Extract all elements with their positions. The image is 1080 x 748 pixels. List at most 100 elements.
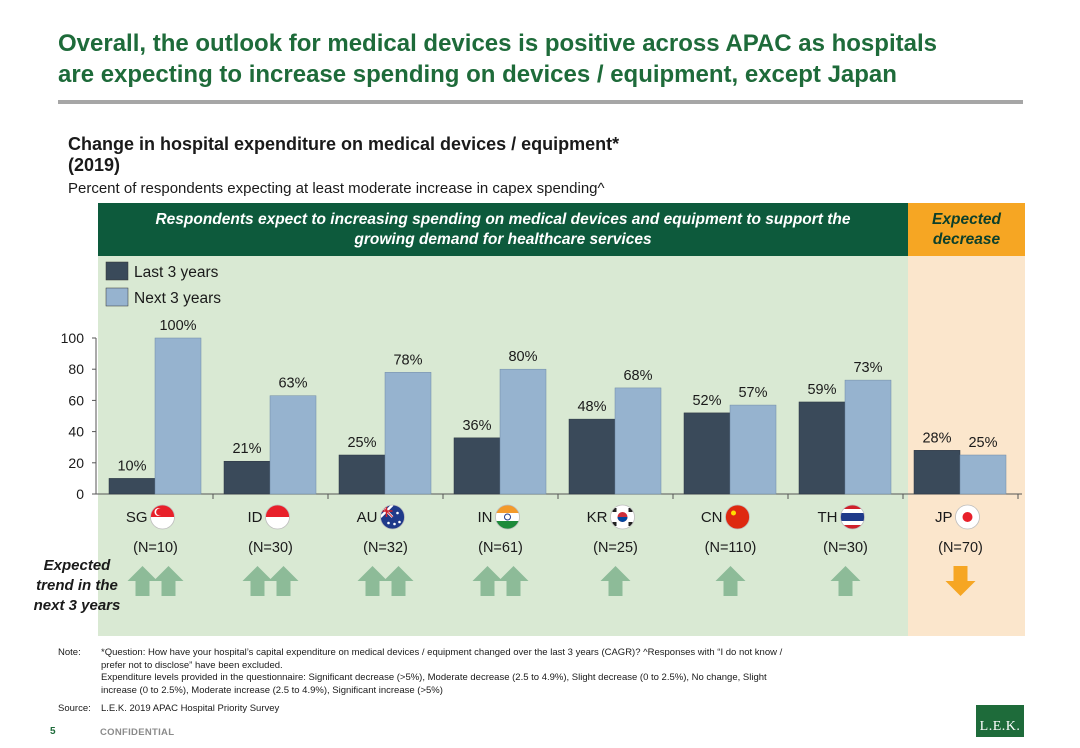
sample-size-label: (N=10) (133, 540, 178, 556)
note-line: *Question: How have your hospital’s capi… (101, 647, 783, 658)
up-arrow-icon (153, 566, 184, 596)
slide-headline: Overall, the outlook for medical devices… (58, 28, 1018, 90)
australia-flag-icon (380, 504, 405, 530)
decrease-banner-line-1: Expected (932, 210, 1001, 228)
note-text: *Question: How have your hospital’s capi… (101, 647, 951, 697)
up-arrow-icon (830, 566, 861, 596)
bar-next-3-years (499, 368, 547, 495)
up-arrow-icon (498, 566, 529, 596)
bar-last-3-years (568, 418, 616, 495)
note-line: increase (0 to 2.5%), Moderate increase … (101, 684, 443, 696)
chart-title-line-1: Change in hospital expenditure on medica… (68, 134, 620, 154)
data-label-next: 57% (738, 385, 767, 401)
note-line: prefer not to disclose” have been exclud… (101, 659, 283, 671)
headline-line-2: are expecting to increase spending on de… (58, 61, 897, 88)
south-korea-flag-icon (610, 504, 635, 530)
trend-label-line-3: next 3 years (33, 597, 121, 614)
data-label-next: 80% (508, 349, 537, 365)
y-tick-label: 20 (68, 455, 84, 471)
legend-label: Next 3 years (134, 290, 221, 307)
legend-label: Last 3 years (134, 264, 219, 281)
up-arrow-icon (127, 566, 158, 596)
note-label: Note: (58, 647, 81, 658)
category-label: KR (587, 509, 608, 526)
down-arrow-icon (945, 566, 976, 596)
decrease-banner: Expected decrease (908, 203, 1025, 256)
y-tick-label: 100 (61, 330, 85, 346)
data-label-next: 100% (159, 318, 196, 334)
india-flag-icon (495, 504, 520, 530)
bar-last-3-years (108, 478, 156, 495)
japan-flag-icon (955, 504, 980, 530)
increase-banner-line-2: growing demand for healthcare services (354, 230, 652, 248)
up-arrow-icon (357, 566, 388, 596)
bar-next-3-years (614, 387, 662, 495)
category-label: CN (701, 509, 723, 526)
data-label-last: 36% (462, 418, 491, 434)
sample-size-label: (N=61) (478, 540, 523, 556)
confidential-label: CONFIDENTIAL (100, 727, 175, 738)
page-number: 5 (50, 726, 56, 737)
chart-title-line-2: (2019) (68, 155, 121, 175)
data-label-next: 25% (968, 435, 997, 451)
bar-last-3-years (913, 450, 961, 495)
indonesia-flag-icon (265, 504, 290, 530)
category-label: TH (818, 509, 838, 526)
data-label-last: 21% (232, 441, 261, 457)
sample-size-label: (N=70) (938, 540, 983, 556)
category-label: SG (126, 509, 148, 526)
sample-size-label: (N=32) (363, 540, 408, 556)
data-label-next: 68% (623, 368, 652, 384)
bar-next-3-years (959, 454, 1007, 495)
data-label-next: 73% (853, 360, 882, 376)
chart-subtitle: Percent of respondents expecting at leas… (68, 180, 605, 197)
bar-last-3-years (453, 437, 501, 495)
data-label-last: 48% (577, 399, 606, 415)
legend-swatch (105, 287, 129, 307)
sample-size-label: (N=30) (248, 540, 293, 556)
source-text: L.E.K. 2019 APAC Hospital Priority Surve… (101, 703, 280, 714)
up-arrow-icon (600, 566, 631, 596)
headline-divider (58, 100, 1023, 104)
note-line: Expenditure levels provided in the quest… (101, 672, 767, 684)
up-arrow-icon (242, 566, 273, 596)
category-label: AU (357, 509, 378, 526)
data-label-last: 52% (692, 393, 721, 409)
trend-label-line-2: trend in the (36, 577, 118, 594)
trend-label-line-1: Expected (43, 557, 111, 574)
data-label-next: 78% (393, 352, 422, 368)
category-label: ID (248, 509, 263, 526)
decrease-banner-line-2: decrease (932, 230, 1001, 248)
up-arrow-icon (383, 566, 414, 596)
legend-swatch (105, 261, 129, 281)
y-tick-label: 60 (68, 392, 84, 408)
chart-title: Change in hospital expenditure on medica… (68, 134, 619, 176)
bar-next-3-years (384, 372, 432, 495)
bar-next-3-years (154, 337, 202, 495)
up-arrow-icon (715, 566, 746, 596)
expected-trend-label: Expected trend in the next 3 years (22, 556, 132, 616)
lek-logo: L.E.K. (976, 705, 1024, 737)
bar-last-3-years (798, 401, 846, 495)
sample-size-label: (N=30) (823, 540, 868, 556)
headline-line-1: Overall, the outlook for medical devices… (58, 30, 937, 57)
sample-size-label: (N=110) (705, 540, 757, 556)
thailand-flag-icon (840, 504, 865, 530)
up-arrow-icon (268, 566, 299, 596)
data-label-last: 59% (807, 382, 836, 398)
bar-next-3-years (729, 404, 777, 495)
bar-last-3-years (223, 460, 271, 495)
singapore-flag-icon (150, 504, 175, 530)
bar-next-3-years (269, 395, 317, 495)
category-label: JP (935, 509, 953, 526)
y-tick-label: 80 (68, 361, 84, 377)
data-label-last: 10% (117, 458, 146, 474)
bar-next-3-years (844, 379, 892, 495)
increase-banner: Respondents expect to increasing spendin… (98, 203, 908, 256)
bar-last-3-years (338, 454, 386, 495)
increase-banner-line-1: Respondents expect to increasing spendin… (155, 210, 851, 228)
china-flag-icon (725, 504, 750, 530)
sample-size-label: (N=25) (593, 540, 638, 556)
data-label-last: 28% (922, 430, 951, 446)
